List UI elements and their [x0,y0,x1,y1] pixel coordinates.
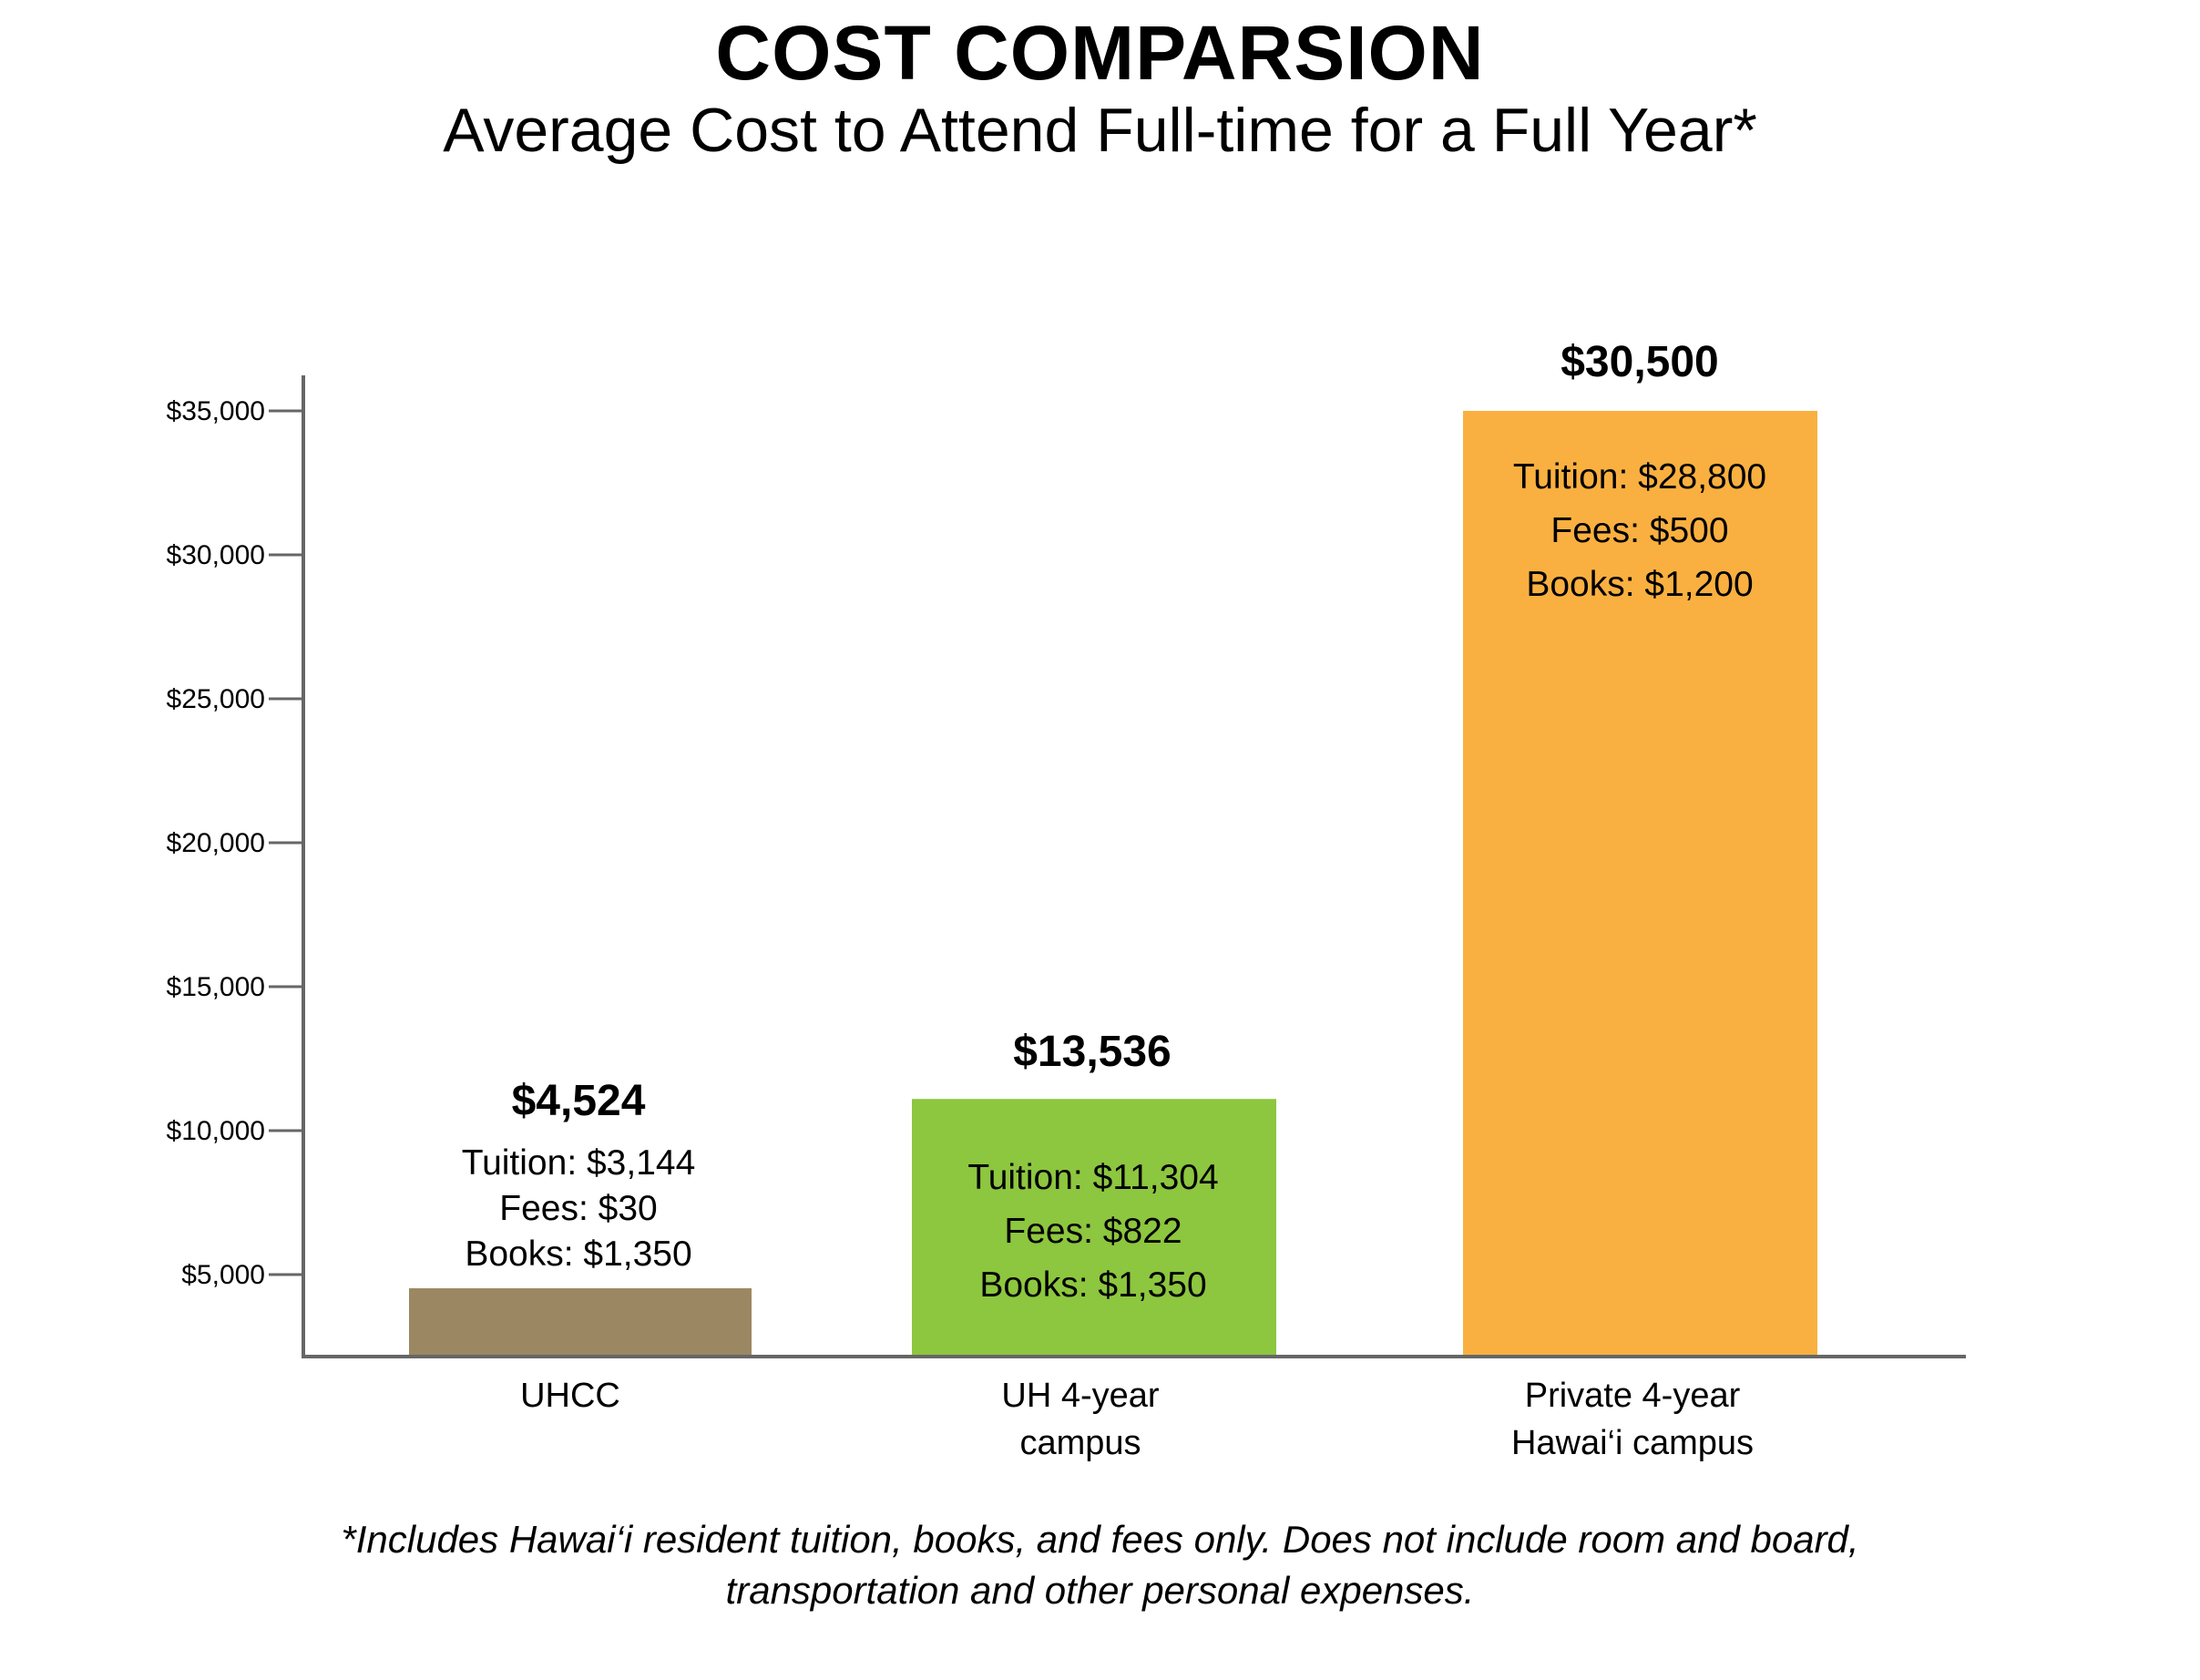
category-label-2-0: Private 4-year [1525,1377,1741,1415]
category-label-1-1: campus [1019,1424,1141,1462]
value-label-0: $4,524 [512,1077,646,1125]
breakdown-label-0-0: Tuition: $3,144 [462,1143,696,1183]
breakdown-label-1-1: Fees: $822 [1004,1212,1182,1251]
chart-title: COST COMPARSION [715,10,1485,96]
breakdown-label-2-1: Fees: $500 [1550,511,1728,550]
category-label-2-1: Hawai‘i campus [1511,1424,1754,1462]
breakdown-label-1-0: Tuition: $11,304 [967,1158,1218,1197]
chart-subtitle: Average Cost to Attend Full-time for a F… [443,96,1757,165]
y-tick-label-1: $10,000 [167,1116,265,1146]
y-tick-label-4: $25,000 [167,684,265,714]
breakdown-label-0-1: Fees: $30 [499,1189,657,1228]
y-tick-label-3: $20,000 [167,828,265,858]
breakdown-label-0-2: Books: $1,350 [465,1234,691,1274]
value-label-2: $30,500 [1560,338,1719,386]
y-tick-label-2: $15,000 [167,972,265,1002]
bar-1 [912,1099,1276,1357]
breakdown-label-2-2: Books: $1,200 [1526,565,1753,604]
category-label-0-0: UHCC [520,1377,620,1415]
footnote-line-1: *Includes Hawai‘i resident tuition, book… [341,1518,1859,1561]
y-tick-label-0: $5,000 [181,1260,265,1290]
footnote-line-2: transportation and other personal expens… [725,1569,1475,1612]
value-label-1: $13,536 [1013,1028,1172,1076]
y-tick-label-5: $30,000 [167,540,265,570]
category-label-1-0: UH 4-year [1001,1377,1159,1415]
bar-2 [1463,411,1817,1357]
bar-0 [409,1288,752,1357]
y-tick-label-6: $35,000 [167,396,265,426]
breakdown-label-2-0: Tuition: $28,800 [1513,457,1766,497]
footnote: *Includes Hawai‘i resident tuition, book… [0,1514,2200,1616]
breakdown-label-1-2: Books: $1,350 [979,1265,1206,1305]
